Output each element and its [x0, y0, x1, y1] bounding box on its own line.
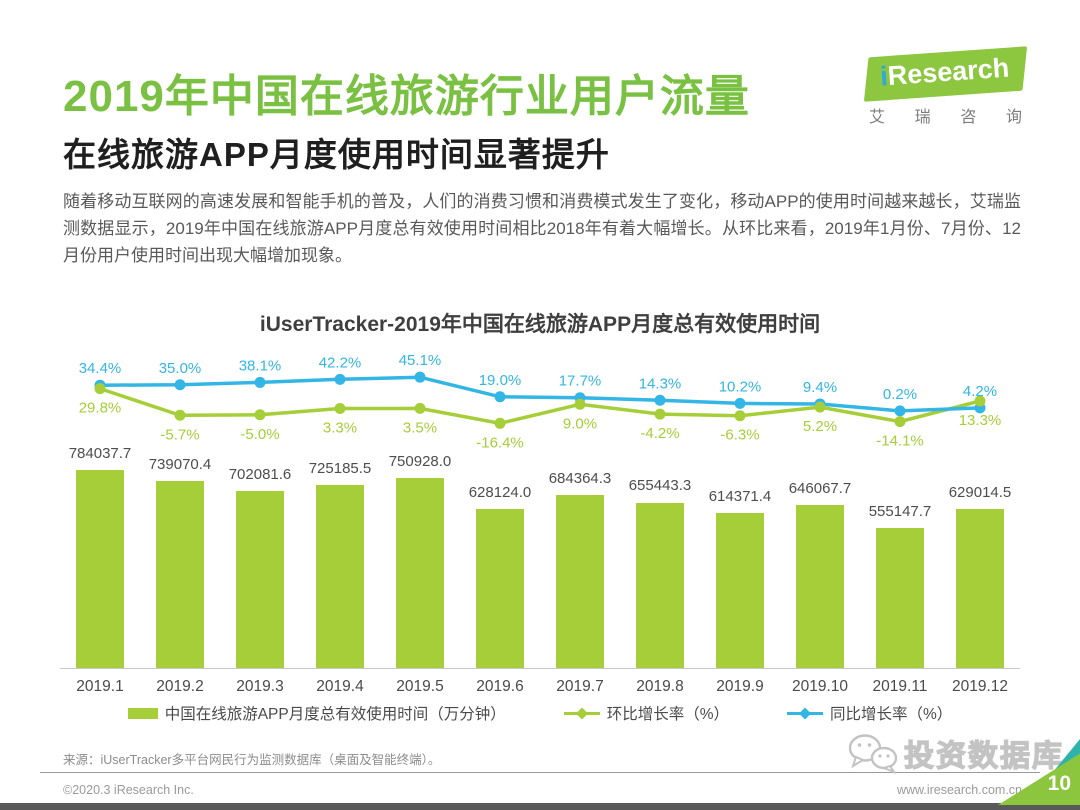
iresearch-logo: iResearch 艾瑞咨询 — [863, 46, 1028, 127]
chart-column: 750928.0 2019.5 — [380, 356, 460, 695]
chart-column: 739070.4 2019.2 — [140, 356, 220, 695]
page-subtitle: 在线旅游APP月度使用时间显著提升 — [63, 136, 610, 173]
x-axis-label: 2019.6 — [476, 678, 524, 695]
usage-bar — [236, 490, 284, 668]
usage-bar — [556, 495, 604, 668]
usage-bar — [956, 509, 1004, 668]
bar-value-label: 555147.7 — [868, 502, 932, 520]
source-note: 来源：iUserTracker多平台网民行为监测数据库（桌面及智能终端）。 — [63, 753, 441, 767]
x-axis-label: 2019.1 — [76, 678, 124, 695]
chart-column: 628124.0 2019.6 — [460, 356, 540, 695]
x-axis-label: 2019.5 — [396, 678, 444, 695]
watermark-text: 投资数据库 — [903, 739, 1064, 773]
legend-item-yoy-growth: 同比增长率（%） — [787, 702, 952, 724]
bar-value-label: 655443.3 — [628, 477, 692, 495]
legend-item-usage: 中国在线旅游APP月度总有效使用时间（万分钟） — [127, 702, 506, 724]
usage-bar — [796, 504, 844, 668]
x-axis-label: 2019.12 — [951, 678, 1009, 695]
bar-value-label: 725185.5 — [308, 459, 372, 477]
x-axis-label: 2019.7 — [556, 678, 604, 695]
legend-label: 同比增长率（%） — [830, 706, 953, 723]
page-number: 10 — [1047, 772, 1071, 795]
line-diamond-icon — [787, 707, 824, 719]
bar-value-label: 684364.3 — [548, 470, 612, 488]
x-axis-label: 2019.8 — [636, 678, 684, 695]
x-axis-label: 2019.10 — [791, 678, 849, 695]
chat-bubbles-icon — [848, 734, 898, 774]
bar-value-label: 739070.4 — [148, 456, 212, 474]
bar-value-label: 784037.7 — [68, 445, 132, 462]
x-axis-label: 2019.4 — [316, 678, 364, 695]
legend-label: 中国在线旅游APP月度总有效使用时间（万分钟） — [164, 706, 506, 723]
usage-bar — [636, 502, 684, 668]
bottom-bar — [0, 803, 1080, 810]
chart-title: iUserTracker-2019年中国在线旅游APP月度总有效使用时间 — [259, 313, 821, 336]
bar-value-label: 629014.5 — [948, 484, 1012, 502]
footer-divider — [40, 772, 1040, 773]
page-number-badge: 10 — [998, 739, 1080, 805]
watermark: 投资数据库 — [846, 731, 1064, 775]
copyright: ©2020.3 iResearch Inc. — [63, 783, 194, 797]
bar-value-label: 614371.4 — [708, 487, 772, 505]
page-title: 2019年中国在线旅游行业用户流量 — [63, 72, 750, 121]
logo-chinese-name: 艾瑞咨询 — [869, 109, 1022, 126]
x-axis-label: 2019.2 — [156, 678, 204, 695]
chart-plot: 34.4% 35.0% 38.1% 42.2% 45.1% 19.0% 17.7% 14.3%… — [60, 352, 1020, 695]
usage-bar — [476, 509, 524, 668]
usage-bar — [156, 481, 204, 668]
bar-value-label: 702081.6 — [228, 465, 292, 483]
chart-column: 646067.7 2019.10 — [780, 356, 860, 695]
website-url: www.iresearch.com.cn — [896, 783, 1022, 797]
usage-bar — [76, 470, 124, 668]
usage-bar — [876, 527, 924, 668]
bar-value-label: 628124.0 — [468, 484, 532, 502]
chart-column: 555147.7 2019.11 — [860, 356, 940, 695]
chart-column: 684364.3 2019.7 — [540, 356, 620, 695]
usage-bar — [716, 512, 764, 668]
chart-legend: 中国在线旅游APP月度总有效使用时间（万分钟） 环比增长率（%） 同比增长率（%… — [0, 702, 1080, 724]
usage-bar — [396, 478, 444, 668]
bar-value-label: 646067.7 — [788, 479, 852, 497]
logo-brand-text: Research — [886, 52, 1011, 91]
bar-swatch-icon — [127, 707, 158, 719]
legend-label: 环比增长率（%） — [606, 706, 730, 723]
line-diamond-icon — [563, 707, 600, 719]
chart-column: 725185.5 2019.4 — [300, 356, 380, 695]
chart-column: 655443.3 2019.8 — [620, 356, 700, 695]
x-axis-label: 2019.11 — [872, 678, 928, 695]
usage-bar — [316, 484, 364, 668]
chart-column: 614371.4 2019.9 — [700, 356, 780, 695]
x-axis-label: 2019.9 — [716, 678, 764, 695]
chart-column: 702081.6 2019.3 — [220, 356, 300, 695]
chart-column: 629014.5 2019.12 — [940, 356, 1020, 695]
x-axis-label: 2019.3 — [236, 678, 284, 695]
bar-value-label: 750928.0 — [388, 453, 452, 471]
legend-item-mom-growth: 环比增长率（%） — [563, 702, 730, 724]
logo-shape: iResearch — [863, 46, 1028, 102]
chart-column: 784037.7 2019.1 — [60, 356, 140, 695]
body-paragraph: 随着移动互联网的高速发展和智能手机的普及，人们的消费习惯和消费模式发生了变化，移… — [63, 192, 1021, 265]
